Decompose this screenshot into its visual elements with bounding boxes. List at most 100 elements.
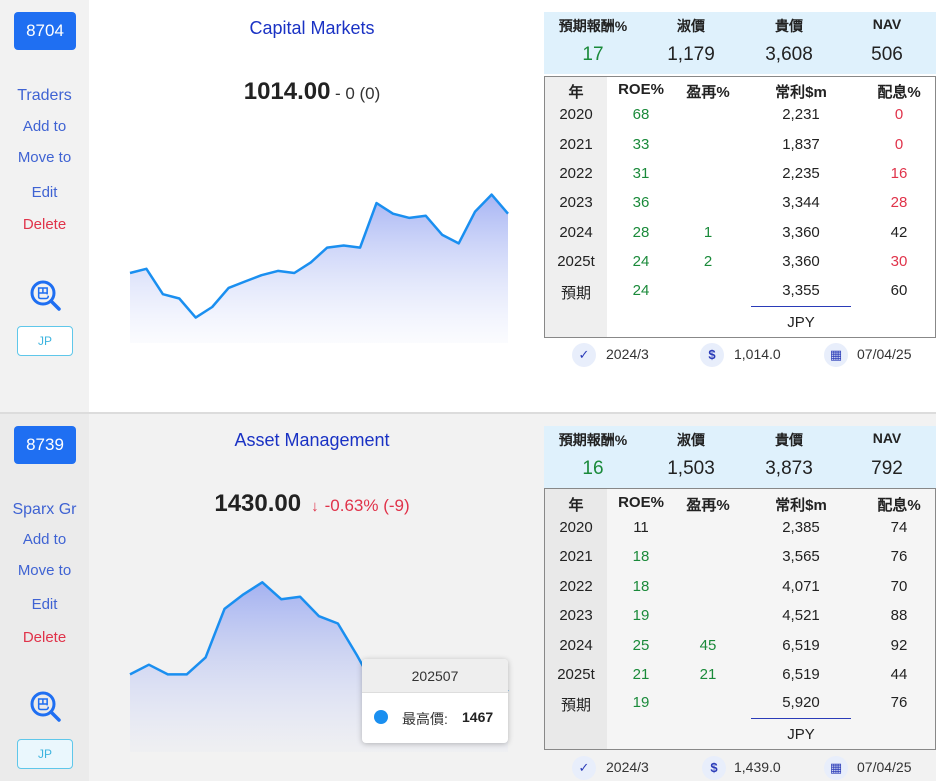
- report-icon[interactable]: ✓: [572, 343, 596, 367]
- table-row: 2023 36 3,344 28: [545, 194, 936, 218]
- dollar-icon[interactable]: $: [700, 343, 724, 367]
- col-header-reinvest: 盈再%: [686, 84, 730, 101]
- price-change: -0.63% (-9): [324, 496, 410, 515]
- table-row: 2021 18 3,565 76: [545, 548, 936, 572]
- cell-dividend: 92: [890, 637, 908, 654]
- stock-name-link[interactable]: Sparx Gr: [12, 501, 77, 518]
- edit-button[interactable]: Edit: [31, 184, 58, 201]
- series-dot-icon: [374, 710, 388, 724]
- cell-year: 2023: [559, 194, 593, 211]
- cell-roe: 68: [632, 106, 650, 123]
- svg-text:巴: 巴: [36, 286, 49, 301]
- update-date: 07/04/25: [857, 346, 912, 362]
- fiscal-period: 2024/3: [606, 346, 649, 362]
- search-icon[interactable]: 巴: [30, 280, 62, 312]
- fiscal-period: 2024/3: [606, 759, 649, 775]
- move-to-button[interactable]: Move to: [17, 562, 72, 579]
- fair-price-value: 1,503: [667, 458, 715, 479]
- table-row: 2020 11 2,385 74: [545, 519, 936, 543]
- cell-dividend: 60: [890, 282, 908, 299]
- col-header-roe: ROE%: [618, 81, 664, 98]
- stock-code-badge[interactable]: 8704: [14, 12, 76, 50]
- cell-year: 2024: [559, 637, 593, 654]
- price-chart[interactable]: [118, 180, 518, 345]
- region-button[interactable]: JP: [17, 326, 73, 356]
- cell-profit: 3,344: [782, 194, 820, 211]
- table-row: 2022 18 4,071 70: [545, 578, 936, 602]
- delete-button[interactable]: Delete: [22, 629, 67, 646]
- update-date: 07/04/25: [857, 759, 912, 775]
- cell-profit: 2,385: [782, 519, 820, 536]
- stock-code-badge[interactable]: 8739: [14, 426, 76, 464]
- search-icon[interactable]: 巴: [30, 691, 62, 723]
- price-change: - 0 (0): [334, 84, 381, 103]
- cell-roe: 33: [632, 136, 650, 153]
- cell-year: 2025t: [557, 666, 595, 683]
- table-row: 2025t 21 21 6,519 44: [545, 666, 936, 690]
- nav-value: 792: [871, 458, 903, 479]
- forecast-underline: [751, 718, 851, 719]
- summary-header: 淑價: [677, 18, 705, 34]
- card-sidebar: 8704 Traders Add to Move to Edit Delete …: [0, 0, 89, 412]
- cell-roe: 11: [633, 519, 649, 536]
- tooltip-label: 最高價:: [402, 711, 448, 727]
- price-value: 1014.00: [243, 78, 331, 105]
- add-to-button[interactable]: Add to: [22, 531, 67, 548]
- sector-title[interactable]: Asset Management: [234, 430, 390, 450]
- col-header-reinvest: 盈再%: [686, 497, 730, 514]
- dollar-icon[interactable]: $: [702, 756, 726, 780]
- summary-header: 貴價: [775, 432, 803, 448]
- summary-header: 預期報酬%: [558, 432, 628, 448]
- cell-year: 預期: [560, 697, 591, 714]
- price-value: 1430.00: [214, 490, 302, 517]
- table-row: 2024 28 1 3,360 42: [545, 224, 936, 248]
- cell-dividend: 0: [894, 106, 904, 123]
- cell-dividend: 28: [890, 194, 908, 211]
- add-to-button[interactable]: Add to: [22, 118, 67, 135]
- svg-text:巴: 巴: [36, 697, 49, 712]
- price-line-series: [129, 193, 509, 319]
- cell-profit: 6,519: [782, 637, 820, 654]
- table-row: 預期 19 5,920 76: [545, 694, 936, 718]
- cell-year: 2021: [559, 136, 593, 153]
- calendar-icon[interactable]: ▦: [824, 343, 848, 367]
- cell-year: 2022: [559, 165, 593, 182]
- stock-name-link[interactable]: Traders: [17, 87, 72, 104]
- year-column-bg: [545, 77, 607, 337]
- cell-year: 2025t: [557, 253, 595, 270]
- cell-dividend: 88: [890, 607, 908, 624]
- cell-roe: 28: [632, 224, 650, 241]
- cell-profit: 3,360: [782, 253, 820, 270]
- cell-dividend: 74: [890, 519, 908, 536]
- cell-year: 2022: [559, 578, 593, 595]
- stock-card: 8739 Sparx Gr Add to Move to Edit Delete…: [0, 414, 936, 781]
- fair-price-value: 1,179: [667, 44, 715, 65]
- summary-header: NAV: [872, 16, 902, 32]
- cell-roe: 18: [632, 578, 650, 595]
- cell-profit: 4,071: [782, 578, 820, 595]
- cell-roe: 18: [632, 548, 650, 565]
- delete-button[interactable]: Delete: [22, 216, 67, 233]
- calendar-icon[interactable]: ▦: [824, 756, 848, 780]
- financials-table: 年 ROE% 盈再% 常利$m 配息% 2020 11 2,385 74 2021 18 3…: [544, 488, 936, 750]
- cell-year: 2023: [559, 607, 593, 624]
- cell-reinvest: 21: [699, 666, 717, 683]
- tooltip-period: 202507: [362, 659, 508, 693]
- col-header-profit: 常利$m: [775, 497, 827, 514]
- move-to-button[interactable]: Move to: [17, 149, 72, 166]
- year-column-bg: [545, 489, 607, 749]
- region-button[interactable]: JP: [17, 739, 73, 769]
- financials-table: 年 ROE% 盈再% 常利$m 配息% 2020 68 2,231 0 2021 33 1,…: [544, 76, 936, 338]
- report-icon[interactable]: ✓: [572, 756, 596, 780]
- cell-profit: 4,521: [782, 607, 820, 624]
- table-row: 2023 19 4,521 88: [545, 607, 936, 631]
- table-row: 2025t 24 2 3,360 30: [545, 253, 936, 277]
- col-header-dividend: 配息%: [877, 497, 921, 514]
- cell-roe: 24: [632, 282, 650, 299]
- edit-button[interactable]: Edit: [31, 596, 58, 613]
- cell-year: 2020: [559, 519, 593, 536]
- cell-roe: 21: [632, 666, 650, 683]
- sector-title[interactable]: Capital Markets: [249, 18, 375, 38]
- cell-profit: 3,355: [782, 282, 820, 299]
- cell-reinvest: 2: [703, 253, 713, 270]
